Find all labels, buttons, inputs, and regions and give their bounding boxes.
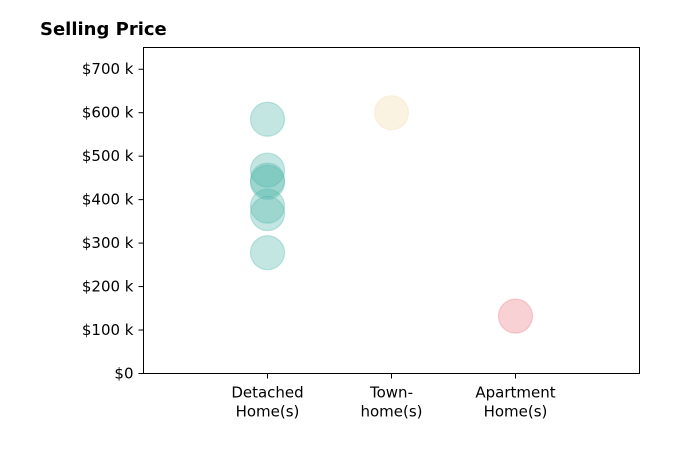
- data-point: [249, 188, 286, 224]
- x-tick-label: Apartment Home(s): [475, 384, 555, 421]
- data-point: [497, 298, 534, 334]
- data-point: [249, 195, 286, 232]
- x-axis: Detached Home(s)Town-home(s)Apartment Home…: [231, 373, 556, 421]
- x-tick-label-line: Home(s): [236, 403, 300, 421]
- data-point: [249, 101, 286, 137]
- y-tick-label: $0: [114, 365, 133, 383]
- y-axis: $0 $100 k $200 k $300 k $400 k $500 k $600 k $7…: [82, 60, 144, 383]
- data-points: [249, 95, 534, 334]
- y-tick-label: $600 k: [82, 104, 134, 122]
- x-tick-label-line: Home(s): [484, 403, 548, 421]
- y-tick-label: $700 k: [82, 60, 134, 78]
- y-tick-label: $500 k: [82, 147, 134, 165]
- data-point: [249, 235, 286, 271]
- x-tick-label-line: Detached: [231, 384, 303, 402]
- y-tick-label: $100 k: [82, 321, 134, 339]
- x-tick-label: Town-home(s): [360, 384, 422, 421]
- data-point: [249, 164, 286, 200]
- x-tick-label: Detached Home(s): [231, 384, 303, 421]
- x-tick-label-line: Apartment: [475, 384, 555, 402]
- y-tick-label: $400 k: [82, 191, 134, 209]
- chart-title: Selling Price: [40, 19, 167, 40]
- x-tick-label-line: Town-: [369, 384, 413, 402]
- x-tick-label-line: home(s): [360, 403, 422, 421]
- data-point: [249, 162, 286, 198]
- y-tick-label: $200 k: [82, 278, 134, 296]
- data-point: [249, 152, 286, 188]
- y-tick-label: $300 k: [82, 234, 134, 252]
- data-point: [373, 95, 410, 131]
